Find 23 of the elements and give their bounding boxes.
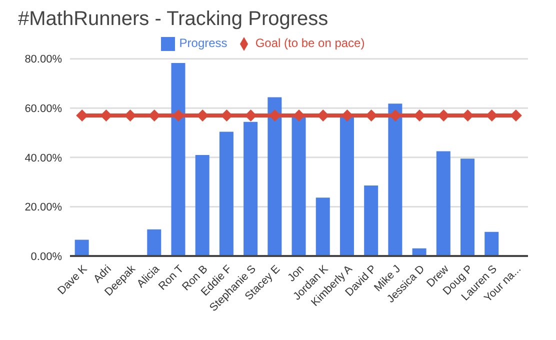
bar: [340, 116, 354, 256]
legend-label: Progress: [179, 36, 228, 50]
bar: [195, 154, 210, 256]
bar: [388, 104, 402, 256]
bar: [436, 151, 450, 256]
bar: [292, 116, 306, 256]
bar: [460, 158, 475, 256]
y-tick-label: 80.00%: [24, 54, 62, 66]
y-tick-label: 20.00%: [24, 202, 62, 214]
bar: [316, 198, 330, 256]
bar: [244, 122, 258, 256]
bar: [364, 186, 378, 256]
y-tick-label: 40.00%: [24, 152, 62, 164]
legend-label: Goal (to be on pace): [255, 36, 365, 50]
y-tick-label: 0.00%: [30, 250, 62, 263]
bar: [74, 240, 89, 256]
bar: [219, 132, 234, 256]
bar: [147, 229, 162, 256]
bar: [484, 232, 499, 256]
y-tick-label: 60.00%: [24, 103, 62, 116]
chart-title: #MathRunners - Tracking Progress: [18, 8, 330, 31]
bar: [268, 97, 282, 256]
bar: [171, 63, 186, 256]
